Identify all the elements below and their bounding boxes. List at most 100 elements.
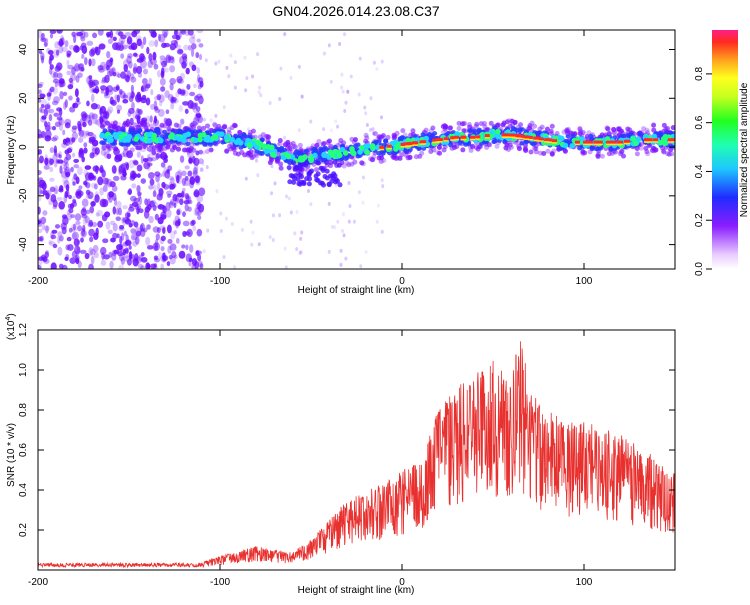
spectrogram-band-point xyxy=(263,148,270,154)
spectrogram-noise-point xyxy=(198,95,204,105)
spectrogram-noise-point xyxy=(133,197,141,203)
spectrogram-noise-point xyxy=(185,244,189,251)
spectrogram-noise-point xyxy=(363,105,367,110)
spectrogram-noise-point xyxy=(145,236,151,246)
spectrogram-noise-point xyxy=(106,153,112,160)
spectrogram-noise-point xyxy=(71,131,78,140)
spectrogram-peak-point xyxy=(475,135,481,139)
spectrogram-noise-point xyxy=(77,72,83,78)
spectrogram-noise-point xyxy=(125,248,129,255)
spectrogram-noise-point xyxy=(117,44,125,51)
spectrogram-noise-point xyxy=(131,91,135,98)
spectrogram-band-point xyxy=(410,128,416,134)
spectrogram-band-point xyxy=(417,153,423,159)
spectrogram-noise-point xyxy=(59,235,64,242)
spectrogram-band-point xyxy=(353,143,359,149)
spectrogram-band-point xyxy=(312,152,318,159)
spectrogram-band-point xyxy=(398,136,404,142)
spectrogram-noise-point xyxy=(182,211,186,217)
spectrogram-noise-point xyxy=(82,121,87,128)
spectrogram-peak-point xyxy=(667,141,673,143)
spectrogram-noise-point xyxy=(83,180,88,186)
spectrogram-noise-point xyxy=(66,212,73,221)
spectrogram-band-point xyxy=(186,127,192,133)
spectrogram-noise-point xyxy=(90,255,95,265)
spectrogram-noise-point xyxy=(66,59,70,67)
spectrogram-noise-point xyxy=(233,85,237,90)
spectrogram-noise-point xyxy=(122,98,129,104)
spectrogram-band-point xyxy=(162,129,168,135)
spectrogram-noise-point xyxy=(191,43,197,50)
spectrogram-band-point xyxy=(549,151,555,157)
spectrogram-noise-point xyxy=(143,68,149,75)
spectrogram-peak-point xyxy=(644,138,650,142)
spectrogram-noise-point xyxy=(95,212,100,217)
spectrogram-band-point xyxy=(628,132,634,137)
spectrogram-band-point xyxy=(128,129,134,134)
spectrogram-noise-point xyxy=(44,157,49,166)
spectrogram-band-point xyxy=(287,179,293,185)
spectrogram-noise-point xyxy=(191,64,197,72)
spectrogram-noise-point xyxy=(129,253,136,260)
spectrogram-noise-point xyxy=(157,108,165,117)
spectrogram-noise-point xyxy=(106,31,112,37)
spectrogram-noise-point xyxy=(152,204,157,212)
spectrogram-noise-point xyxy=(196,194,204,203)
spectrogram-band-point xyxy=(168,134,174,140)
spectrogram-noise-point xyxy=(193,191,200,198)
spectrogram-noise-point xyxy=(322,127,326,132)
spectrogram-noise-point xyxy=(62,129,66,136)
spectrogram-noise-point xyxy=(52,243,58,249)
spectrogram-noise-point xyxy=(346,90,350,95)
spectrogram-peak-point xyxy=(533,139,539,142)
spectrogram-noise-point xyxy=(106,65,111,73)
spectrogram-noise-point xyxy=(52,85,58,95)
spectrogram-noise-point xyxy=(364,111,368,116)
spectrogram-noise-point xyxy=(158,203,163,209)
spectrogram-noise-point xyxy=(58,154,62,159)
spectrogram-peak-point xyxy=(544,141,550,143)
spectrogram-band-point xyxy=(223,134,230,140)
spectrogram-noise-point xyxy=(371,127,375,132)
spectrogram-noise-point xyxy=(157,173,163,178)
spectrogram-band-point xyxy=(285,153,292,160)
spectrogram-noise-point xyxy=(116,94,120,103)
spectrogram-band-point xyxy=(352,159,358,165)
spectrogram-band-point xyxy=(653,147,659,153)
spectrogram-noise-point xyxy=(167,193,172,198)
spectrogram-noise-point xyxy=(47,49,54,55)
spectrogram-noise-point xyxy=(187,170,193,177)
spectrogram-noise-point xyxy=(58,263,64,269)
spectrogram-noise-point xyxy=(174,215,180,222)
spectrogram-noise-point xyxy=(44,129,52,139)
spectrogram-noise-point xyxy=(167,238,173,244)
spectrogram-band-point xyxy=(204,148,210,154)
spectrogram-noise-point xyxy=(128,188,133,196)
spectrogram-band-point xyxy=(488,120,494,126)
spectrogram-band-point xyxy=(113,146,119,152)
spectrogram-noise-point xyxy=(136,115,141,125)
spectrogram-noise-point xyxy=(107,106,114,113)
spectrogram-band-point xyxy=(565,128,571,134)
spectrogram-peak-point xyxy=(597,143,603,146)
spectrogram-band-point xyxy=(562,142,569,149)
spectrogram-noise-point xyxy=(162,170,166,178)
spectrogram-band-point xyxy=(599,153,605,159)
spectrogram-band-point xyxy=(404,149,410,154)
spectrogram-y-tick-label: -20 xyxy=(18,188,29,203)
spectrogram-noise-point xyxy=(112,206,117,215)
spectrogram-noise-point xyxy=(136,107,140,114)
spectrogram-band-point xyxy=(321,141,327,147)
colorbar-tick-label: 0.0 xyxy=(694,262,705,276)
spectrogram-noise-point xyxy=(62,91,68,96)
spectrogram-noise-point xyxy=(99,187,104,196)
spectrogram-band-point xyxy=(413,154,419,160)
spectrogram-noise-point xyxy=(131,183,137,189)
spectrogram-noise-point xyxy=(119,88,124,94)
spectrogram-noise-point xyxy=(338,41,342,46)
colorbar-tick-label: 0.6 xyxy=(694,115,705,129)
spectrogram-noise-point xyxy=(144,198,149,206)
spectrogram-noise-point xyxy=(134,53,139,58)
spectrogram-noise-point xyxy=(52,135,59,141)
spectrogram-noise-point xyxy=(91,221,98,228)
